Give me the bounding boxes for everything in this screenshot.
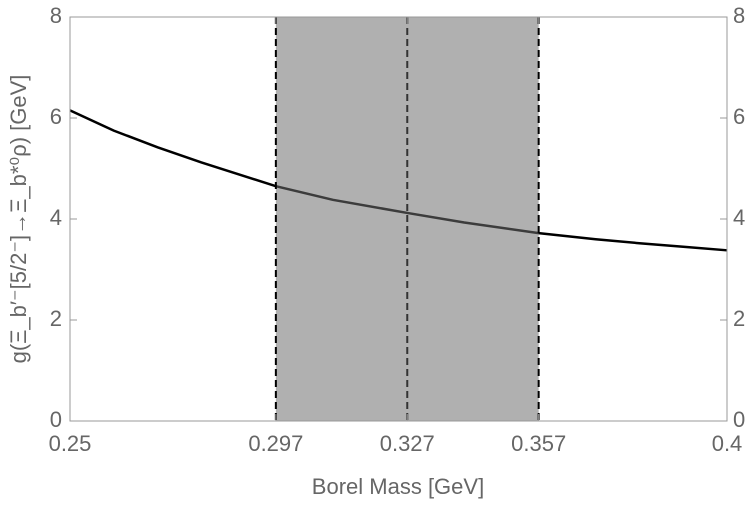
x-tick-label: 0.297 <box>248 431 303 456</box>
x-axis-label: Borel Mass [GeV] <box>312 474 484 499</box>
y-tick-label: 8 <box>50 3 62 28</box>
y-tick-label: 2 <box>50 306 62 331</box>
x-tick-label: 0.25 <box>49 431 92 456</box>
x-tick-label: 0.357 <box>511 431 566 456</box>
y2-tick-label: 6 <box>733 104 745 129</box>
y-tick-label: 0 <box>50 407 62 432</box>
y2-tick-label: 8 <box>733 3 745 28</box>
y2-tick-label: 0 <box>733 407 745 432</box>
x-tick-label: 0.4 <box>712 431 743 456</box>
y2-tick-label: 4 <box>733 205 745 230</box>
x-tick-label: 0.327 <box>380 431 435 456</box>
y2-tick-label: 2 <box>733 306 745 331</box>
y-tick-label: 4 <box>50 205 62 230</box>
y-tick-label: 6 <box>50 104 62 129</box>
y-axis-label: g(Ξ_b′⁻[5/2⁻]→Ξ_b*⁰ρ) [GeV] <box>6 75 31 364</box>
